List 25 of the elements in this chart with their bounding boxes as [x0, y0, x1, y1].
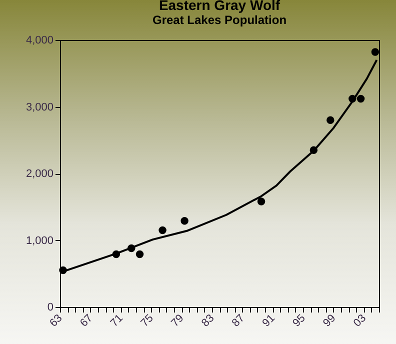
point — [356, 94, 365, 103]
point — [180, 217, 188, 225]
x-tick-label: 83 — [200, 312, 217, 330]
chart-title: Eastern Gray Wolf — [158, 0, 280, 13]
x-tick-label: 79 — [169, 312, 186, 330]
x-tick-label: 99 — [321, 312, 338, 330]
point — [136, 250, 144, 258]
x-tick-label: 87 — [230, 312, 248, 330]
x-tick-label: 71 — [108, 312, 126, 330]
point — [371, 48, 380, 56]
point — [257, 198, 266, 206]
y-tick-label: 2,000 — [26, 168, 54, 180]
point — [158, 226, 166, 234]
x-tick-label: 67 — [78, 312, 96, 330]
x-tick-label: 95 — [290, 312, 308, 330]
point — [326, 116, 334, 124]
x-tick-label: 63 — [48, 312, 65, 330]
x-tick-label: 91 — [260, 312, 278, 330]
y-tick-label: 1,000 — [26, 234, 54, 247]
y-tick-label: 4,000 — [26, 34, 54, 46]
x-tick-label: 03 — [351, 312, 369, 330]
chart-subtitle: Great Lakes Population — [152, 13, 287, 27]
y-tick-label: 3,000 — [26, 101, 54, 114]
x-tick-label: 75 — [138, 312, 156, 330]
y-tick-label: 0 — [47, 302, 54, 314]
